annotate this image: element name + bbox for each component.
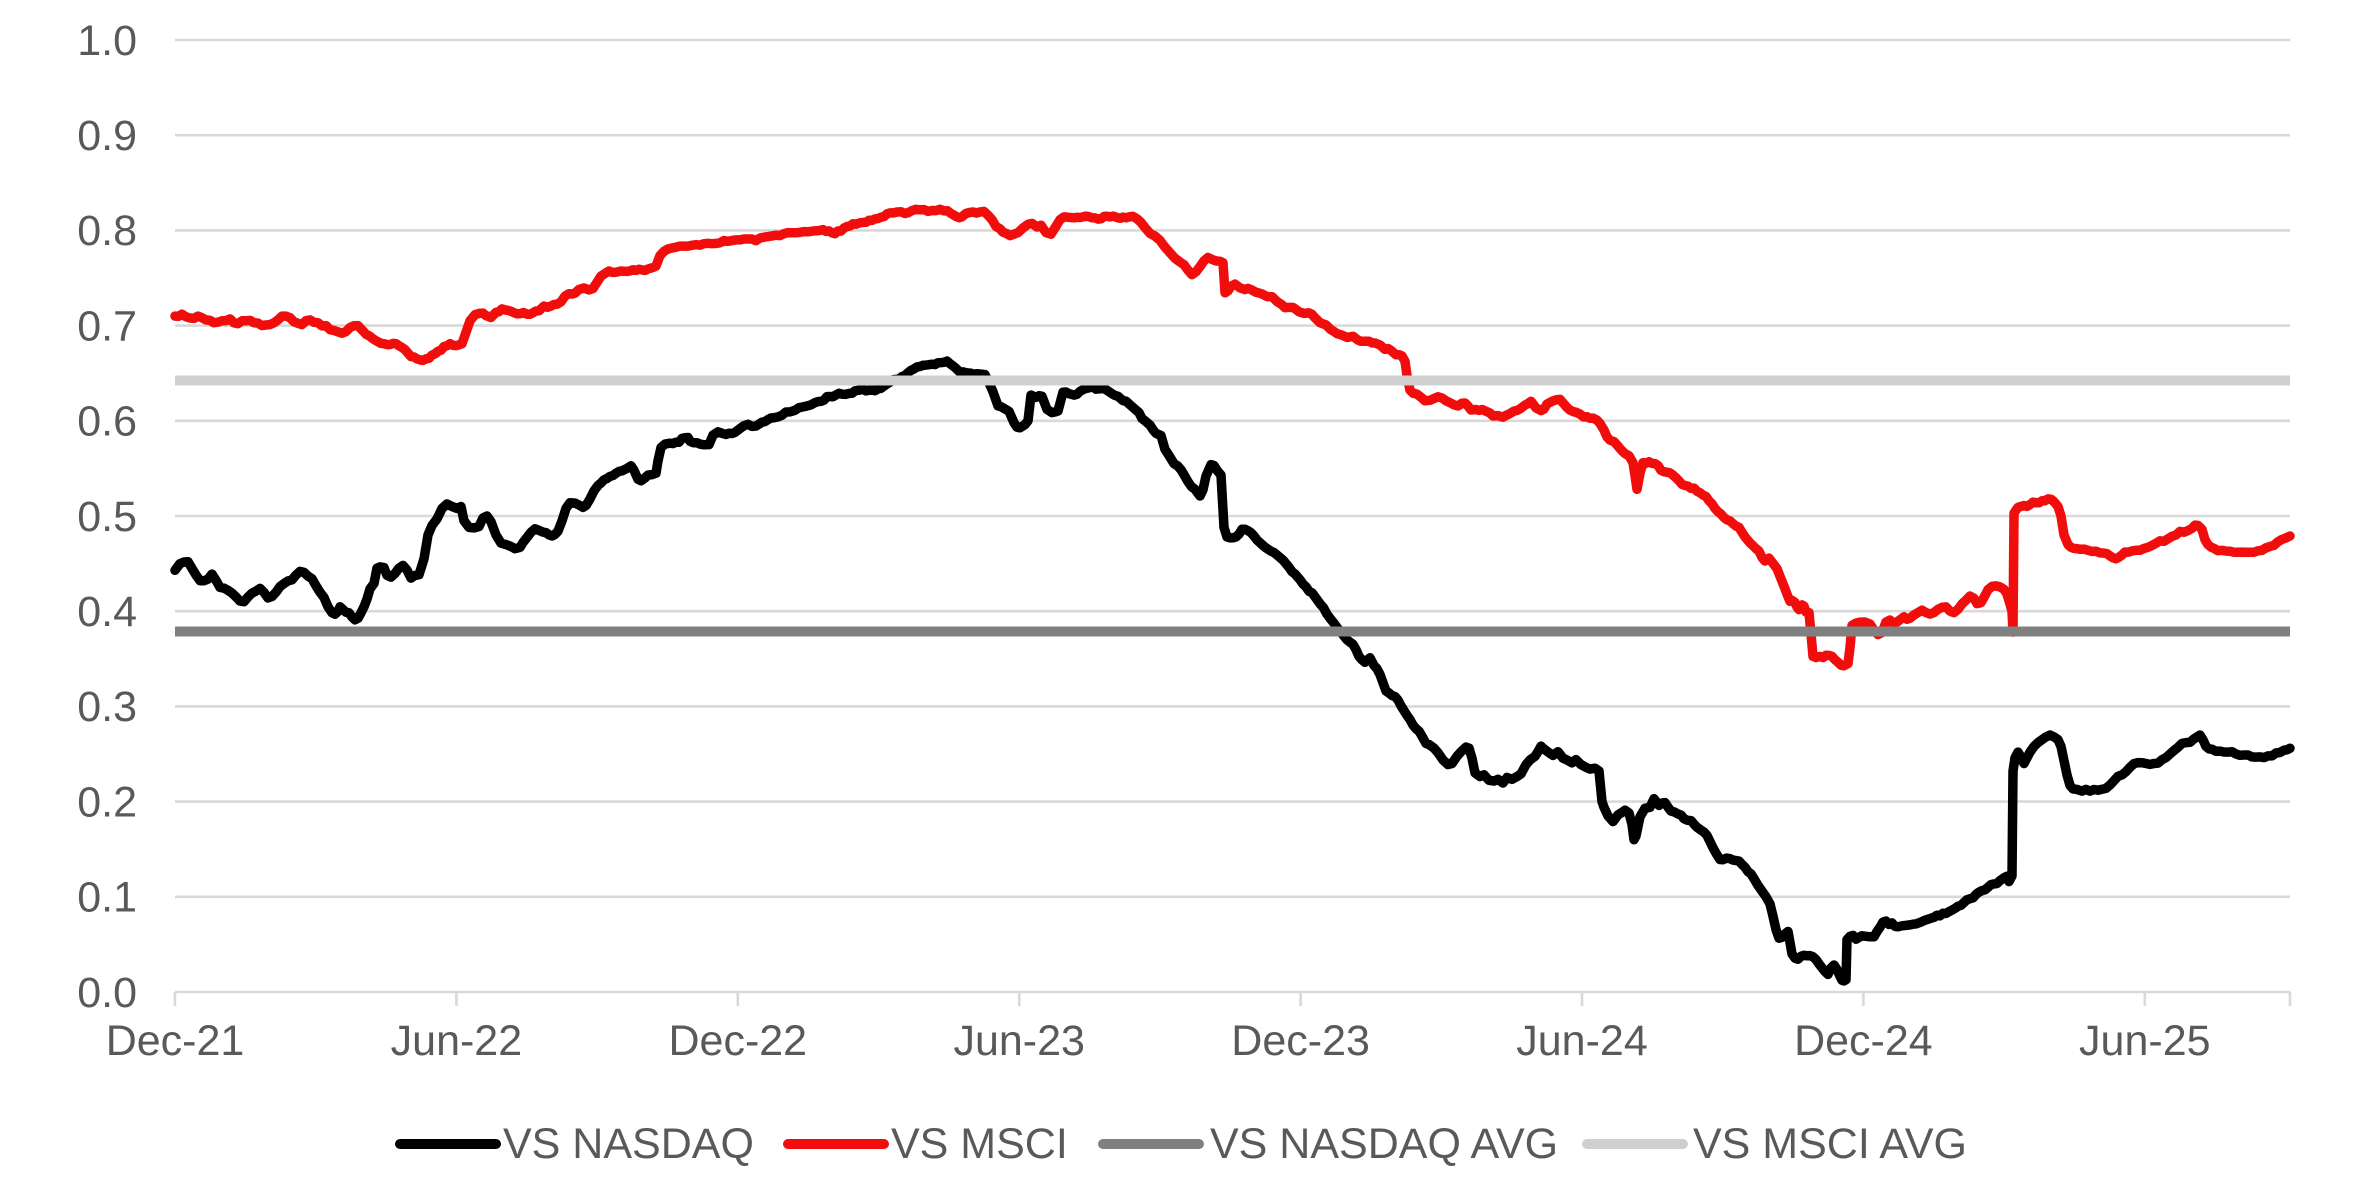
svg-text:0.6: 0.6 [77,398,137,446]
svg-text:Jun-24: Jun-24 [1516,1017,1647,1065]
svg-text:Dec-22: Dec-22 [668,1017,807,1065]
svg-text:0.7: 0.7 [77,302,137,350]
svg-text:Jun-25: Jun-25 [2079,1017,2210,1065]
svg-text:VS MSCI AVG: VS MSCI AVG [1693,1120,1967,1168]
svg-text:0.9: 0.9 [77,112,137,160]
svg-text:0.2: 0.2 [77,778,137,826]
svg-text:Dec-24: Dec-24 [1794,1017,1933,1065]
svg-text:0.0: 0.0 [77,969,137,1017]
svg-text:Jun-22: Jun-22 [391,1017,522,1065]
svg-text:Dec-23: Dec-23 [1231,1017,1370,1065]
svg-text:0.8: 0.8 [77,207,137,255]
svg-text:0.1: 0.1 [77,874,137,922]
svg-text:Dec-21: Dec-21 [106,1017,245,1065]
svg-text:0.4: 0.4 [77,588,137,636]
svg-text:Jun-23: Jun-23 [953,1017,1084,1065]
svg-text:0.5: 0.5 [77,493,137,541]
svg-text:1.0: 1.0 [77,17,137,65]
svg-text:0.3: 0.3 [77,683,137,731]
svg-text:VS NASDAQ AVG: VS NASDAQ AVG [1210,1120,1558,1168]
svg-text:VS NASDAQ: VS NASDAQ [503,1120,754,1168]
svg-text:VS MSCI: VS MSCI [891,1120,1068,1168]
